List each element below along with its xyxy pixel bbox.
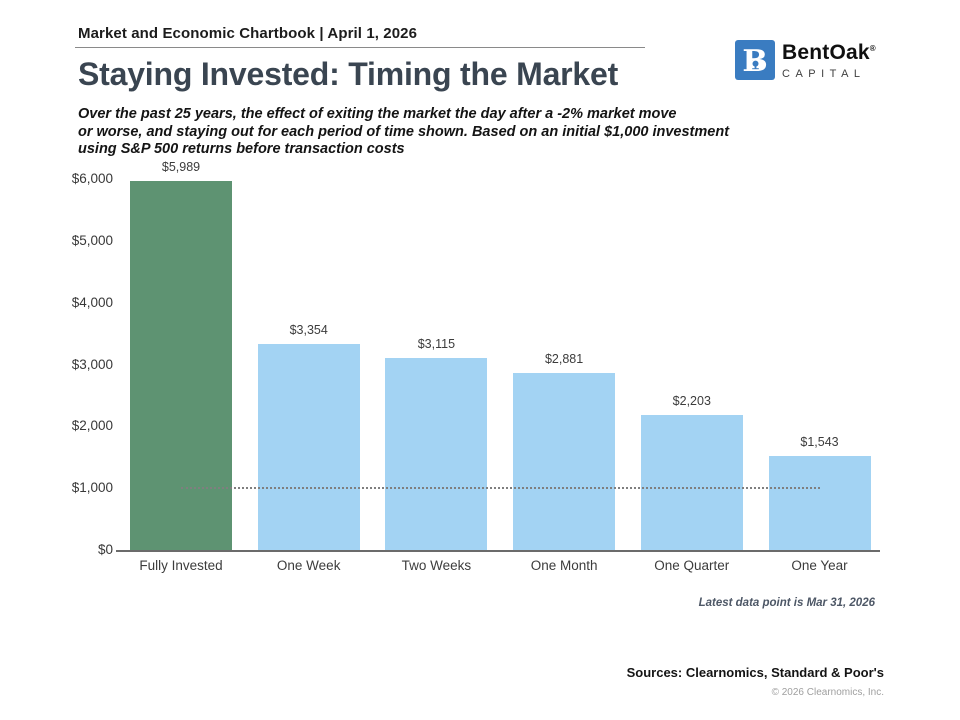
chart-description: Over the past 25 years, the effect of ex…	[78, 106, 729, 159]
bar-one-week	[257, 343, 360, 551]
x-axis-category-label: Two Weeks	[401, 558, 472, 573]
brand-name: BentOak®	[782, 41, 876, 64]
latest-data-note: Latest data point is Mar 31, 2026	[698, 597, 875, 609]
bar-two-weeks	[385, 358, 488, 551]
y-axis-tick-label: $2,000	[71, 418, 113, 434]
x-axis-category-label: One Year	[791, 558, 848, 573]
bar-one-quarter	[640, 414, 743, 551]
y-axis-tick-label: $3,000	[71, 356, 113, 372]
x-axis-category-label: One Month	[530, 558, 598, 573]
y-axis-tick-label: $0	[97, 542, 113, 557]
chart-description-line-2: or worse, and staying out for each perio…	[78, 123, 730, 140]
x-axis-category-label: Fully Invested	[139, 558, 223, 573]
bentoak-monogram-icon: B	[735, 40, 775, 80]
y-axis-tick-label: $4,000	[71, 294, 113, 310]
bar-value-label: $1,543	[800, 434, 839, 449]
bar-value-label: $3,354	[289, 322, 328, 337]
brand-logo: B BentOak® CAPITAL	[735, 40, 925, 84]
copyright-note: © 2026 Clearnomics, Inc.	[771, 687, 884, 698]
registered-trademark-symbol: ®	[869, 44, 876, 53]
y-axis-tick-label: $1,000	[71, 480, 113, 496]
y-axis-tick-label: $6,000	[71, 171, 113, 186]
y-axis-tick-label: $5,000	[71, 232, 113, 248]
chartbook-header-title: Market and Economic Chartbook | April 1,…	[78, 25, 418, 42]
bar-one-year	[768, 455, 871, 551]
x-axis-line	[116, 550, 880, 552]
oak-tree-icon	[752, 60, 759, 70]
bar-fully-invested	[130, 180, 232, 551]
bar-one-month	[513, 372, 616, 551]
x-axis-category-label: One Quarter	[654, 558, 730, 573]
bar-value-label: $5,989	[161, 159, 201, 174]
bar-value-label: $3,115	[417, 337, 456, 352]
sources-note: Sources: Clearnomics, Standard & Poor's	[626, 665, 884, 680]
chart-description-line-1: Over the past 25 years, the effect of ex…	[78, 106, 677, 122]
chart-description-line-3: using S&P 500 returns before transaction…	[78, 141, 405, 157]
plot-area: $0 $1,000 $2,000 $3,000 $4,000 $5,000 $6,000 $5…	[72, 160, 880, 573]
initial-investment-baseline	[181, 487, 820, 490]
page-title: Staying Invested: Timing the Market	[78, 56, 619, 92]
bar-value-label: $2,881	[544, 351, 584, 366]
header-divider	[75, 47, 645, 48]
brand-logo-text: BentOak® CAPITAL	[782, 41, 876, 80]
x-axis-category-label: One Week	[276, 558, 341, 573]
brand-subtitle: CAPITAL	[782, 68, 866, 80]
bar-value-label: $2,203	[672, 393, 711, 408]
